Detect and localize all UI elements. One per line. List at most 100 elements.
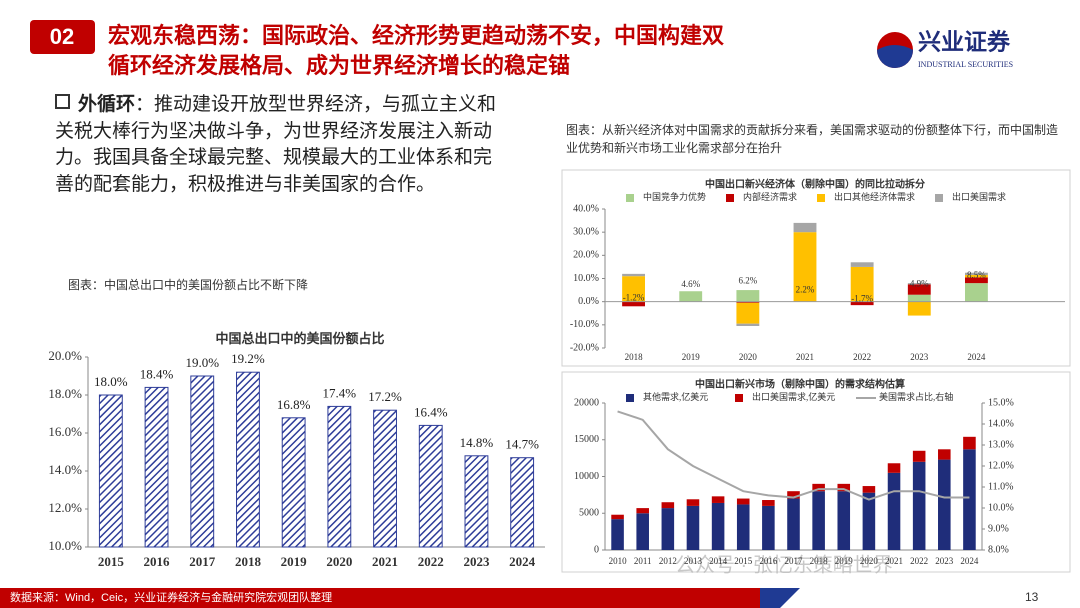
section-number: 02 (50, 24, 74, 49)
value-label: 19.0% (185, 355, 219, 370)
bar-segment (965, 283, 988, 302)
value-label: 18.4% (140, 366, 174, 381)
bar-segment (787, 498, 800, 550)
x-tick-label: 2011 (634, 556, 652, 566)
y-tick-label: 15.0% (988, 397, 1014, 408)
chart-frame (561, 169, 1071, 367)
x-tick-label: 2023 (935, 556, 954, 566)
y-tick-label: 14.0% (48, 462, 82, 477)
x-tick-label: 2012 (659, 556, 677, 566)
legend-label: 出口其他经济体需求 (834, 191, 915, 202)
y-tick-label: 20.0% (48, 348, 82, 363)
bar-segment (736, 302, 760, 324)
x-tick-label: 2017 (785, 556, 804, 566)
page-number: 13 (1025, 590, 1039, 604)
x-tick-label: 2024 (960, 556, 979, 566)
legend-label: 美国需求占比,右轴 (879, 391, 953, 402)
footer-source: 数据来源：Wind，Ceic，兴业证券经济与金融研究院宏观团队整理 (10, 590, 332, 604)
bar-segment (963, 436, 976, 450)
bar-segment (887, 463, 901, 473)
bar (373, 409, 397, 548)
bar-segment (622, 276, 645, 302)
bullet-paragraph: 外循环：推动建设开放型世界经济，与孤立主义和关税大棒行为坚决做斗争，为世界经济发… (55, 92, 503, 198)
legend-swatch (735, 394, 743, 402)
bar-segment (611, 519, 624, 550)
y-tick-label: 9.0% (988, 523, 1009, 534)
logo-text: 兴业证券 (918, 28, 1011, 54)
bar-segment (965, 275, 988, 278)
left-caption: 图表：中国总出口中的美国份额占比不断下降 (68, 277, 308, 292)
x-tick-label: 2019 (281, 554, 308, 569)
bar (464, 455, 489, 548)
legend-swatch (817, 194, 825, 202)
bar-segment (762, 500, 775, 506)
bar-segment (965, 277, 988, 284)
x-tick-label: 2022 (853, 352, 871, 362)
x-tick-label: 2013 (684, 556, 703, 566)
bar-segment (812, 483, 825, 492)
logo-subtext: INDUSTRIAL SECURITIES (918, 60, 1013, 69)
x-tick-label: 2021 (885, 556, 903, 566)
footer-accent (760, 588, 800, 608)
x-tick-label: 2021 (796, 352, 814, 362)
y-tick-label: -10.0% (570, 319, 599, 330)
x-tick-label: 2020 (326, 554, 352, 569)
bar-segment (787, 491, 800, 499)
y-tick-label: 15000 (574, 434, 599, 445)
bar-segment (837, 483, 851, 492)
bar-segment (711, 502, 725, 550)
section-badge (30, 20, 95, 54)
bar-segment (862, 492, 876, 550)
y-tick-label: 12.0% (48, 500, 82, 515)
y-tick-label: 13.0% (988, 439, 1014, 450)
bar-segment (736, 290, 760, 302)
x-tick-label: 2019 (835, 556, 854, 566)
bar-segment (850, 262, 874, 267)
value-label: 14.7% (505, 437, 539, 452)
bar (236, 371, 260, 548)
y-tick-label: 20.0% (573, 250, 599, 261)
bar-segment (622, 301, 645, 307)
bar-segment (736, 301, 760, 303)
value-label: 19.2% (231, 351, 265, 366)
y-tick-label: 10.0% (988, 502, 1014, 513)
y-tick-label: 0 (594, 544, 599, 555)
bar-segment (762, 505, 775, 550)
bullet-square (55, 94, 70, 109)
bar-segment (661, 508, 675, 550)
x-tick-label: 2021 (372, 554, 398, 569)
bullet-text: ：推动建设开放型世界经济，与孤立主义和关税大棒行为坚决做斗争，为世界经济发展注入… (55, 94, 497, 195)
legend-label: 中国竞争力优势 (643, 191, 706, 202)
legend-swatch (726, 194, 734, 202)
bar-segment (736, 504, 750, 550)
bar-segment (736, 323, 760, 326)
value-label: 17.2% (368, 389, 402, 404)
bar-segment (622, 273, 645, 277)
x-tick-label: 2022 (418, 554, 444, 569)
x-tick-label: 2020 (860, 556, 879, 566)
bar (510, 457, 535, 548)
x-tick-label: 2023 (910, 352, 929, 362)
bar-segment (611, 514, 624, 520)
x-tick-label: 2018 (625, 352, 644, 362)
line-series (617, 410, 970, 501)
y-tick-label: 10.0% (573, 273, 599, 284)
bar (327, 405, 352, 548)
total-label: -1.2% (623, 293, 645, 303)
bar-segment (661, 502, 675, 509)
bar-segment (736, 498, 750, 505)
value-label: 14.8% (460, 435, 494, 450)
x-tick-label: 2015 (98, 554, 125, 569)
chart-frame (561, 371, 1071, 573)
y-tick-label: 10000 (574, 471, 599, 482)
x-tick-label: 2018 (810, 556, 829, 566)
x-tick-label: 2010 (609, 556, 628, 566)
x-tick-label: 2024 (967, 352, 986, 362)
logo-mark-half (877, 45, 913, 68)
bar-segment (686, 499, 700, 506)
right-caption: 图表：从新兴经济体对中国需求的贡献拆分来看，美国需求驱动的份额整体下行，而中国制… (566, 123, 1059, 155)
footer-bar (0, 588, 760, 608)
bar-segment (837, 491, 851, 550)
bar-segment (793, 232, 817, 302)
bar (418, 424, 443, 548)
